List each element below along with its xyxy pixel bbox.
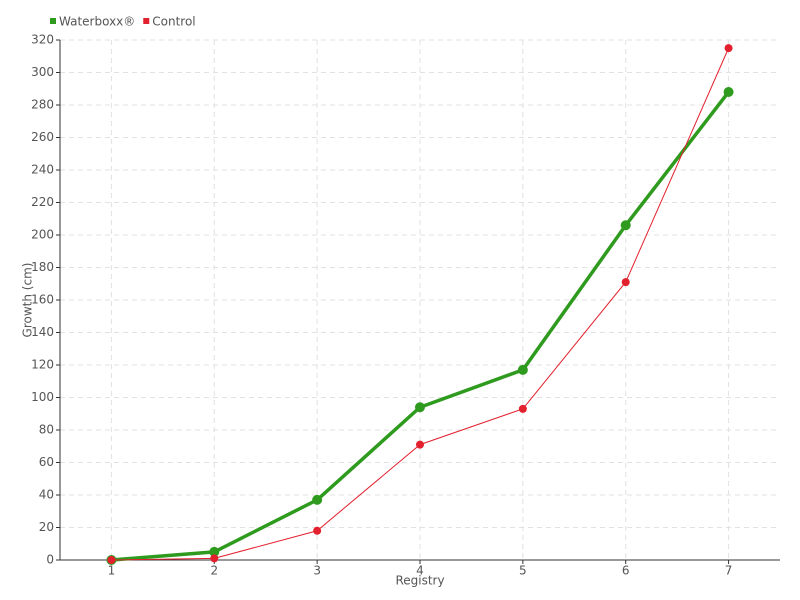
- x-tick-label: 7: [725, 564, 733, 578]
- y-tick-label: 0: [46, 553, 54, 567]
- y-tick-label: 120: [31, 358, 54, 372]
- data-point: [621, 278, 630, 287]
- x-tick-label: 3: [313, 564, 321, 578]
- series-line: [111, 90, 730, 562]
- x-tick-label: 2: [210, 564, 218, 578]
- x-tick-label: 6: [622, 564, 630, 578]
- data-point: [312, 494, 323, 505]
- y-tick-label: 180: [31, 260, 54, 274]
- data-point: [517, 364, 528, 375]
- x-axis-title: Registry: [395, 574, 444, 588]
- data-point: [723, 87, 734, 97]
- y-tick-label: 40: [39, 488, 54, 502]
- data-point: [210, 554, 219, 563]
- data-point: [209, 546, 220, 557]
- data-point: [724, 44, 733, 53]
- data-point: [416, 440, 424, 449]
- y-tick-label: 100: [31, 390, 54, 404]
- y-tick-label: 80: [39, 423, 54, 437]
- y-tick-label: 200: [31, 228, 54, 242]
- data-point: [415, 402, 425, 413]
- y-tick-label: 60: [39, 455, 54, 469]
- data-point: [620, 220, 631, 231]
- y-tick-label: 160: [31, 293, 54, 307]
- legend-label: Waterboxx®: [59, 15, 135, 29]
- y-tick-label: 240: [31, 163, 54, 177]
- y-tick-label: 140: [31, 325, 54, 339]
- data-point: [518, 404, 527, 413]
- y-axis-title: Growth (cm): [21, 263, 35, 338]
- y-tick-label: 220: [31, 195, 54, 209]
- x-tick-label: 4: [416, 564, 424, 578]
- x-tick-label: 5: [519, 564, 527, 578]
- legend-swatch: [50, 18, 56, 24]
- y-tick-label: 260: [31, 130, 54, 144]
- data-point: [313, 526, 322, 535]
- y-tick-label: 320: [31, 33, 54, 47]
- x-tick-label: 1: [108, 564, 116, 578]
- y-tick-label: 20: [39, 520, 54, 534]
- legend-label: Control: [152, 15, 195, 29]
- legend-swatch: [143, 18, 150, 24]
- data-point: [107, 556, 116, 564]
- y-tick-label: 300: [31, 65, 54, 79]
- y-tick-label: 280: [31, 98, 54, 112]
